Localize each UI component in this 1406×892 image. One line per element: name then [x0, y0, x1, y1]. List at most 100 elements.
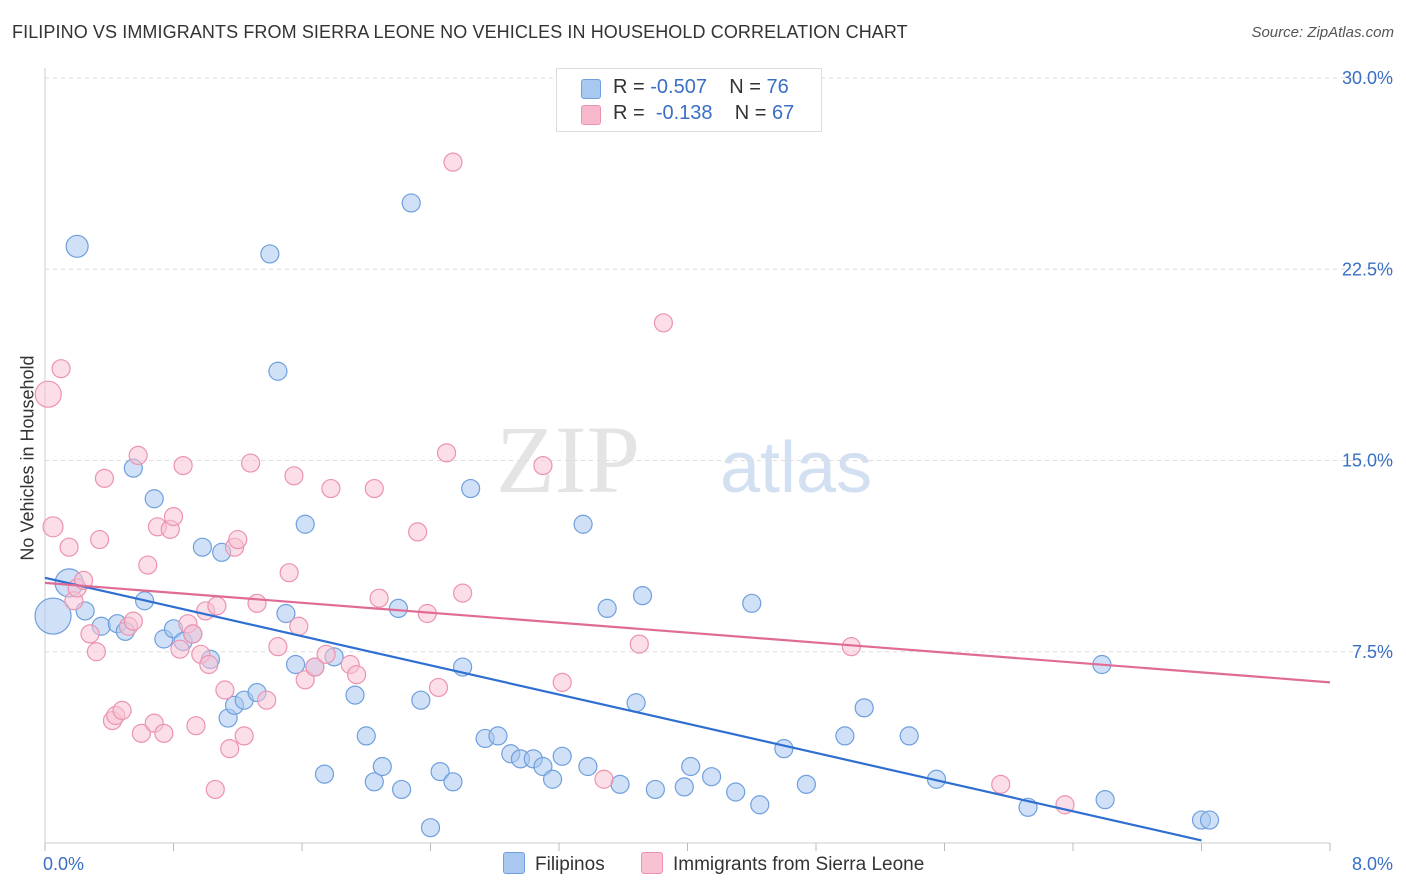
legend-swatch-blue: [581, 79, 601, 99]
legend-item-filipinos: Filipinos: [503, 852, 605, 876]
sierra-leone-point: [289, 616, 309, 636]
legend-n-label: N =: [729, 76, 761, 98]
sierra-leone-point: [316, 644, 336, 664]
sierra-leone-point: [94, 468, 115, 488]
tick-labels: 7.5% 15.0% 22.5% 30.0% 0.0% 8.0%: [43, 68, 1393, 874]
legend-swatch-pink: [641, 852, 663, 874]
filipino-point: [488, 726, 508, 746]
sierra-leone-point: [234, 726, 254, 746]
sierra-leone-point: [991, 774, 1011, 794]
sierra-leone-point: [215, 680, 235, 700]
filipino-point: [573, 514, 593, 534]
sierra-leone-point: [199, 654, 219, 675]
sierra-leone-point: [170, 639, 190, 659]
sierra-leone-point: [552, 672, 572, 692]
sierra-leone-point: [51, 359, 71, 379]
filipino-point: [796, 774, 816, 794]
sierra-leone-point: [163, 506, 184, 527]
y-tick-label: 22.5%: [1342, 259, 1393, 279]
sierra-leone-point: [128, 445, 148, 465]
filipino-point: [674, 777, 694, 797]
filipino-point: [899, 726, 919, 746]
sierra-leone-point: [247, 593, 267, 613]
sierra-leone-point: [268, 637, 288, 657]
sierra-leone-point: [59, 537, 79, 557]
filipino-point: [276, 603, 296, 624]
filipino-point: [65, 234, 89, 258]
sierra-leone-point: [228, 529, 248, 550]
filipino-point: [854, 698, 874, 718]
filipino-point: [645, 779, 665, 800]
sierra-leone-point: [408, 522, 428, 542]
filipino-point: [420, 818, 441, 838]
sierra-leone-point: [443, 152, 463, 172]
y-tick-label: 7.5%: [1352, 642, 1393, 662]
filipino-point: [742, 593, 762, 613]
sierra-leone-point: [241, 453, 261, 473]
filipino-point: [388, 598, 408, 619]
filipino-point: [364, 772, 384, 792]
filipino-point: [726, 782, 746, 802]
sierra-leone-trend-line: [44, 581, 1331, 684]
legend-n-label: N =: [734, 102, 767, 124]
filipino-point: [701, 767, 722, 787]
sierra-leone-point: [154, 723, 174, 743]
sierra-leone-point: [207, 596, 227, 616]
chart-title: FILIPINO VS IMMIGRANTS FROM SIERRA LEONE…: [12, 22, 908, 42]
legend-n-value: 76: [766, 76, 789, 98]
filipino-point: [533, 756, 553, 777]
legend-label-sierra-leone: Immigrants from Sierra Leone: [673, 854, 925, 875]
sierra-leone-point: [34, 380, 62, 408]
x-tick-label: 8.0%: [1352, 854, 1393, 874]
gridlines: [45, 77, 1392, 653]
y-axis-label: No Vehicles in Household: [17, 355, 38, 561]
y-tick-label: 30.0%: [1342, 68, 1393, 88]
filipino-point: [356, 726, 376, 746]
sierra-leone-point: [186, 716, 206, 736]
filipino-point: [372, 756, 392, 777]
filipino-point: [632, 586, 653, 606]
sierra-leone-point: [629, 634, 649, 654]
sierra-leone-point: [80, 624, 100, 644]
sierra-leone-point: [183, 624, 203, 644]
sierra-leone-point: [42, 516, 64, 538]
filipino-point: [411, 690, 431, 710]
sierra-leone-point: [205, 779, 225, 800]
filipino-point: [626, 693, 646, 713]
sierra-leone-point: [86, 642, 107, 662]
y-tick-label: 15.0%: [1342, 451, 1393, 471]
sierra-leone-point: [257, 690, 277, 710]
legend-swatch-pink: [581, 105, 601, 125]
filipino-point: [597, 598, 617, 619]
filipino-point: [443, 772, 463, 792]
filipino-trend-line: [44, 576, 1202, 842]
sierra-leone-point: [220, 739, 240, 759]
filipino-point: [430, 761, 450, 782]
sierra-leone-point: [131, 723, 151, 743]
source-label: Source: ZipAtlas.com: [1251, 24, 1394, 41]
watermark-atlas: atlas: [720, 428, 872, 508]
sierra-leone-point: [123, 611, 143, 631]
filipino-point: [578, 756, 598, 777]
sierra-leone-point: [279, 563, 299, 583]
filipino-point: [610, 774, 630, 794]
filipino-point: [1095, 790, 1115, 810]
points: [34, 152, 1220, 838]
filipino-point: [552, 746, 572, 766]
sierra-leone-point: [364, 478, 384, 499]
filipino-point: [774, 739, 794, 759]
sierra-leone-point: [436, 443, 457, 463]
sierra-leone-point: [321, 478, 341, 499]
filipino-point: [268, 361, 288, 381]
sierra-leone-point: [284, 466, 304, 486]
sierra-leone-point: [594, 769, 614, 789]
filipino-point: [144, 489, 164, 509]
filipino-point: [34, 597, 72, 635]
sierra-leone-point: [347, 665, 367, 685]
stats-legend: R = -0.507 N = 76 R = -0.138 N = 67: [556, 68, 822, 132]
legend-r-value: -0.138: [655, 102, 713, 124]
watermark-zip: ZIP: [496, 406, 640, 513]
filipino-point: [345, 685, 365, 705]
filipino-point: [835, 726, 855, 746]
